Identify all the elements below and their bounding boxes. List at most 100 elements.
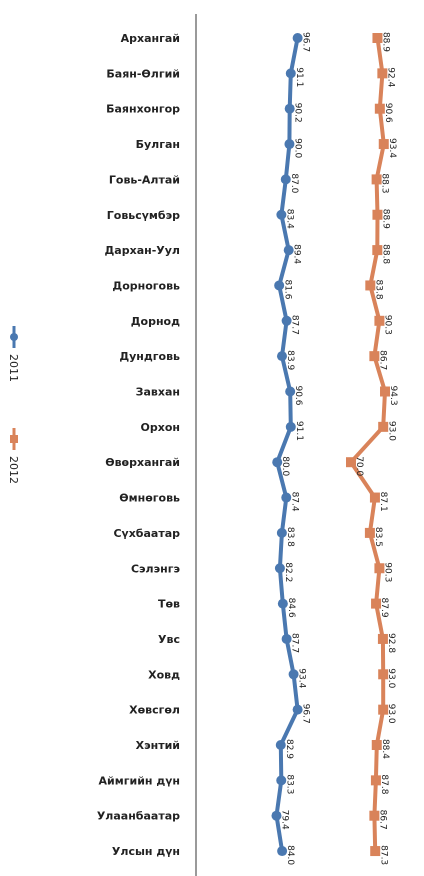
category-label: Завхан <box>136 386 180 399</box>
data-point-2011 <box>288 669 299 680</box>
category-label: Өвөрхангай <box>105 456 180 469</box>
series-2011: 96.7 91.1 90.2 90.0 87.0 83.4 89.4 81.6 87.7 83.9… <box>271 32 311 865</box>
legend: 2011 2012 <box>7 326 20 484</box>
data-point-2011 <box>281 633 292 644</box>
category-label: Хэнтий <box>136 739 180 752</box>
data-label-2011: 90.2 <box>293 103 303 123</box>
data-label-2011: 84.0 <box>285 845 295 865</box>
data-point-2011 <box>274 280 285 291</box>
data-label-2012: 88.9 <box>381 209 391 229</box>
data-point-2011 <box>284 139 295 150</box>
data-point-2012 <box>369 810 380 821</box>
data-label-2012: 93.0 <box>386 704 396 724</box>
data-label-2011: 90.0 <box>292 138 302 158</box>
data-point-2011 <box>285 386 296 397</box>
data-label-2011: 81.6 <box>282 279 292 299</box>
data-point-2011 <box>292 33 303 43</box>
data-label-2011: 90.6 <box>293 385 303 405</box>
data-label-2011: 83.4 <box>284 209 294 229</box>
category-label: Ховд <box>148 668 180 681</box>
data-label-2012: 88.9 <box>381 32 391 52</box>
data-label-2012: 88.3 <box>380 173 390 193</box>
category-label: Сүхбаатар <box>113 527 180 540</box>
data-label-2011: 91.1 <box>294 421 304 441</box>
category-label: Архангай <box>121 32 180 45</box>
category-label: Улаанбаатар <box>97 810 180 823</box>
data-point-2011 <box>284 103 295 114</box>
category-label: Дархан-Уул <box>105 244 181 257</box>
data-point-2012 <box>371 598 382 609</box>
category-label: Говь-Алтай <box>109 173 180 186</box>
series-2012: 88.9 92.4 90.6 93.4 88.3 88.9 88.8 83.8 90.3 86.7… <box>346 32 398 865</box>
data-point-2011 <box>292 704 303 715</box>
category-label: Говьсүмбэр <box>107 209 180 222</box>
category-label: Аймгийн дүн <box>99 774 180 787</box>
category-labels: Архангай Баян-Өлгий Баянхонгор Булган Говь-А… <box>97 32 181 858</box>
data-label-2012: 90.3 <box>382 315 392 335</box>
data-point-2011 <box>277 846 288 857</box>
data-label-2011: 87.0 <box>289 173 299 193</box>
data-point-2011 <box>276 527 287 538</box>
data-point-2012 <box>365 280 376 291</box>
data-label-2011: 87.7 <box>290 633 300 653</box>
data-point-2011 <box>274 563 285 574</box>
category-label: Орхон <box>141 421 180 434</box>
data-point-2012 <box>372 209 383 220</box>
category-label: Өмнөговь <box>119 492 180 505</box>
category-label: Сэлэнгэ <box>131 562 181 575</box>
data-point-2012 <box>380 386 391 397</box>
data-point-2012 <box>378 704 389 715</box>
data-label-2012: 93.0 <box>386 421 396 441</box>
data-label-2012: 94.3 <box>388 386 398 406</box>
data-label-2011: 87.7 <box>290 315 300 335</box>
data-point-2011 <box>276 775 287 786</box>
category-label: Хөвсгөл <box>129 704 180 717</box>
series-line-2012 <box>349 37 387 852</box>
data-label-2012: 92.8 <box>386 633 396 653</box>
category-label: Дорнод <box>131 315 180 328</box>
data-label-2011: 79.4 <box>280 810 290 830</box>
data-point-2012 <box>364 527 375 538</box>
category-label: Дундговь <box>119 350 180 363</box>
legend-label-2011: 2011 <box>7 354 20 382</box>
category-label: Улсын дүн <box>112 845 180 858</box>
category-label: Төв <box>158 598 180 611</box>
data-label-2011: 93.4 <box>297 668 307 688</box>
data-label-2012: 93.4 <box>387 138 397 158</box>
data-label-2012: 87.8 <box>379 774 389 794</box>
data-point-2012 <box>378 669 389 680</box>
data-label-2012: 88.4 <box>380 739 390 759</box>
data-point-2012 <box>370 846 381 857</box>
data-point-2012 <box>374 563 385 574</box>
data-point-2012 <box>377 633 388 644</box>
data-point-2011 <box>276 351 287 362</box>
data-label-2012: 90.3 <box>382 562 392 582</box>
category-label: Баянхонгор <box>106 103 180 116</box>
data-point-2012 <box>378 139 389 150</box>
data-label-2012: 87.9 <box>379 598 389 618</box>
data-label-2012: 93.0 <box>386 668 396 688</box>
data-point-2011 <box>285 68 296 79</box>
data-label-2012: 86.7 <box>377 350 387 370</box>
data-point-2011 <box>281 315 292 326</box>
category-label: Увс <box>158 633 180 646</box>
series-line-2011 <box>274 37 300 852</box>
data-label-2011: 96.7 <box>301 32 311 52</box>
data-label-2011: 87.4 <box>289 492 299 512</box>
data-label-2012: 90.6 <box>383 103 393 123</box>
data-point-2012 <box>369 492 380 503</box>
data-label-2011: 83.3 <box>284 774 294 794</box>
data-label-2011: 83.8 <box>285 527 295 547</box>
data-label-2012: 70.0 <box>354 456 364 476</box>
data-point-2012 <box>377 68 388 79</box>
data-label-2012: 86.7 <box>377 810 387 830</box>
data-point-2012 <box>371 174 382 185</box>
data-label-2012: 83.5 <box>373 527 383 547</box>
data-label-2011: 96.7 <box>301 704 311 724</box>
data-point-2011 <box>271 810 282 821</box>
data-point-2012 <box>374 103 385 114</box>
data-label-2011: 82.9 <box>284 739 294 759</box>
data-point-2012 <box>346 457 356 468</box>
data-point-2012 <box>372 245 383 256</box>
